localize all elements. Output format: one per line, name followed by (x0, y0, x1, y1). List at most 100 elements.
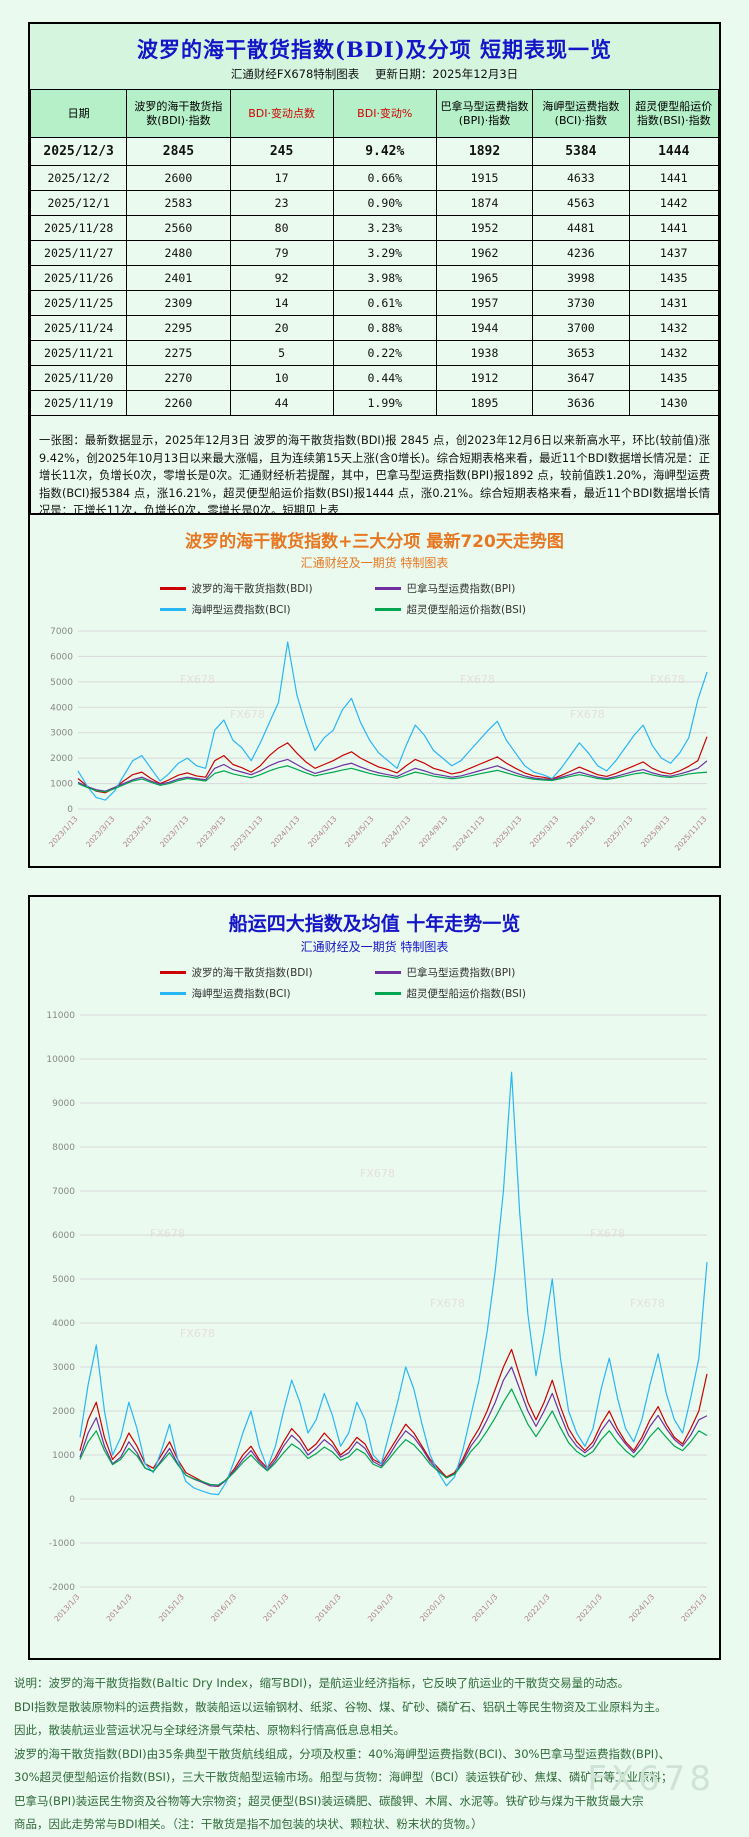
svg-text:2017/1/3: 2017/1/3 (261, 1592, 290, 1623)
col-date: 日期 (29, 89, 128, 138)
table-cell: 2025/11/20 (29, 365, 128, 391)
table-cell: 3700 (532, 315, 630, 341)
table-subtitle: 汇通财经FX678特制图表 更新日期：2025年12月3日 (30, 66, 719, 89)
footer-line-2: 因此，散装航运业营运状况与全球经济景气荣枯、原物料行情高低息息相关。 (14, 1723, 405, 1738)
svg-text:4000: 4000 (50, 703, 73, 713)
svg-text:FX678: FX678 (230, 708, 265, 721)
table-cell: 1962 (435, 240, 534, 266)
table-row: 2025/11/25 2309 14 0.61% 1957 3730 1431 (29, 290, 719, 316)
legend2-item-bsi: 超灵便型船运价指数(BSI) (374, 986, 590, 1001)
table-cell: 5384 (532, 137, 630, 166)
svg-text:2024/3/13: 2024/3/13 (306, 814, 339, 849)
svg-text:2025/11/13: 2025/11/13 (673, 814, 709, 852)
table-source: 汇通财经FX678特制图表 (230, 67, 360, 81)
svg-text:5000: 5000 (50, 678, 73, 688)
svg-text:11000: 11000 (46, 1011, 75, 1021)
footer-line-1: BDI指数是散装原物料的运费指数，散装船运以运输钢材、纸浆、谷物、煤、矿砂、磷矿… (14, 1699, 667, 1714)
table-cell: 3998 (532, 265, 630, 291)
table-cell: 2309 (126, 290, 231, 316)
series-line (79, 1071, 708, 1496)
table-cell: 1892 (435, 137, 534, 166)
svg-text:0: 0 (69, 1495, 75, 1505)
svg-text:10000: 10000 (46, 1055, 75, 1065)
table-row: 2025/11/28 2560 80 3.23% 1952 4481 1441 (29, 215, 719, 241)
series-line (77, 641, 708, 801)
table-cell: 2025/11/26 (29, 265, 128, 291)
svg-text:2023/3/13: 2023/3/13 (84, 814, 117, 849)
col-bdi-change-points: BDI·变动点数 (229, 89, 334, 138)
chart2-plot: -2000 -1000 0 1000 2000 3000 4000 5000 6000 7000 8… (46, 1011, 708, 1623)
footer-line-4: 30%超灵便型船运价指数(BSI)，三大干散货船型运输市场。船型与货物：海岬型（… (14, 1770, 673, 1785)
svg-text:2024/1/13: 2024/1/13 (269, 814, 302, 849)
table-cell: 1444 (628, 137, 719, 166)
svg-text:8000: 8000 (52, 1143, 75, 1153)
legend2-label-bdi: 波罗的海干散货指数(BDI) (191, 967, 313, 979)
svg-text:2024/9/13: 2024/9/13 (417, 814, 450, 849)
table-cell: 2480 (126, 240, 231, 266)
svg-text:2025/5/13: 2025/5/13 (565, 814, 598, 849)
table-cell: 0.90% (332, 190, 437, 216)
svg-text:FX678: FX678 (570, 708, 605, 721)
svg-text:FX678: FX678 (460, 673, 495, 686)
svg-text:2022/1/3: 2022/1/3 (523, 1592, 552, 1623)
table-row: 2025/11/26 2401 92 3.98% 1965 3998 1435 (29, 265, 719, 291)
legend2-swatch-bci (159, 992, 186, 995)
table-cell: 245 (229, 137, 334, 166)
table-cell: 92 (229, 265, 334, 291)
legend-label-bdi: 波罗的海干散货指数(BDI) (191, 583, 313, 595)
table-cell: 3653 (532, 340, 630, 366)
svg-text:2023/1/3: 2023/1/3 (575, 1592, 604, 1623)
legend2-label-bsi: 超灵便型船运价指数(BSI) (406, 988, 526, 1000)
table-row: 2025/11/27 2480 79 3.29% 1962 4236 1437 (29, 240, 719, 266)
table-row: 2025/11/20 2270 10 0.44% 1912 3647 1435 (29, 365, 719, 391)
svg-text:1000: 1000 (50, 780, 73, 790)
legend-label-bsi: 超灵便型船运价指数(BSI) (406, 604, 526, 616)
table-cell: 2275 (126, 340, 231, 366)
table-cell: 0.61% (332, 290, 437, 316)
svg-text:2025/9/13: 2025/9/13 (639, 814, 672, 849)
svg-text:2024/1/3: 2024/1/3 (627, 1592, 656, 1623)
svg-text:7000: 7000 (52, 1187, 75, 1197)
legend-swatch-bdi (159, 587, 186, 590)
table-cell: 1435 (628, 265, 719, 291)
series-line (79, 1348, 708, 1487)
table-cell: 0.88% (332, 315, 437, 341)
svg-text:7000: 7000 (50, 627, 73, 637)
svg-text:2021/1/3: 2021/1/3 (470, 1592, 499, 1623)
table-body: 2025/12/3 2845 245 9.42% 1892 5384 1444 2025/12… (29, 137, 719, 416)
col-bdi: 波罗的海干散货指数(BDI)·指数 (126, 89, 231, 138)
svg-text:FX678: FX678 (180, 1327, 215, 1340)
legend2-swatch-bpi (374, 971, 401, 974)
footer-line-5: 巴拿马(BPI)装运民生物资及谷物等大宗物资；超灵便型(BSI)装运磷肥、碳酸钾… (14, 1793, 644, 1808)
table-row: 2025/11/21 2275 5 0.22% 1938 3653 1432 (29, 340, 719, 366)
table-cell: 80 (229, 215, 334, 241)
table-cell: 2560 (126, 215, 231, 241)
legend2-swatch-bsi (374, 992, 401, 995)
svg-text:FX678: FX678 (650, 673, 685, 686)
table-cell: 1944 (435, 315, 534, 341)
bdi-data-table: 日期 波罗的海干散货指数(BDI)·指数 BDI·变动点数 BDI·变动% 巴拿… (29, 89, 719, 416)
svg-text:6000: 6000 (52, 1231, 75, 1241)
chart1-plot: 0 1000 2000 3000 4000 5000 6000 7000 FX678 FX678 F… (47, 627, 709, 852)
svg-text:2023/9/13: 2023/9/13 (195, 814, 228, 849)
table-cell: 1431 (628, 290, 719, 316)
table-cell: 0.66% (332, 165, 437, 191)
chart2-legend: 波罗的海干散货指数(BDI) 巴拿马型运费指数(BPI) 海岬型运费指数(BCI… (159, 965, 590, 1007)
svg-text:FX678: FX678 (590, 1227, 625, 1240)
series-line (77, 758, 708, 792)
svg-text:2000: 2000 (50, 754, 73, 764)
table-row: 2025/12/1 2583 23 0.90% 1874 4563 1442 (29, 190, 719, 216)
col-bci: 海岬型运费指数(BCI)·指数 (532, 89, 630, 138)
table-cell: 23 (229, 190, 334, 216)
table-cell: 9.42% (332, 137, 437, 166)
svg-text:-2000: -2000 (49, 1583, 75, 1593)
table-cell: 1952 (435, 215, 534, 241)
svg-text:-1000: -1000 (49, 1539, 75, 1549)
table-cell: 1874 (435, 190, 534, 216)
table-cell: 2025/12/2 (29, 165, 128, 191)
table-row: 2025/12/2 2600 17 0.66% 1915 4633 1441 (29, 165, 719, 191)
chart1-subtitle: 汇通财经及一期货 特制图表 (300, 556, 449, 570)
chart-720day-card: 波罗的海干散货指数+三大分项 最新720天走势图 汇通财经及一期货 特制图表 波… (28, 513, 721, 868)
table-cell: 1.99% (332, 390, 437, 416)
bdi-table-card: 波罗的海干散货指数(BDI)及分项 短期表现一览 汇通财经FX678特制图表 更… (28, 22, 721, 550)
